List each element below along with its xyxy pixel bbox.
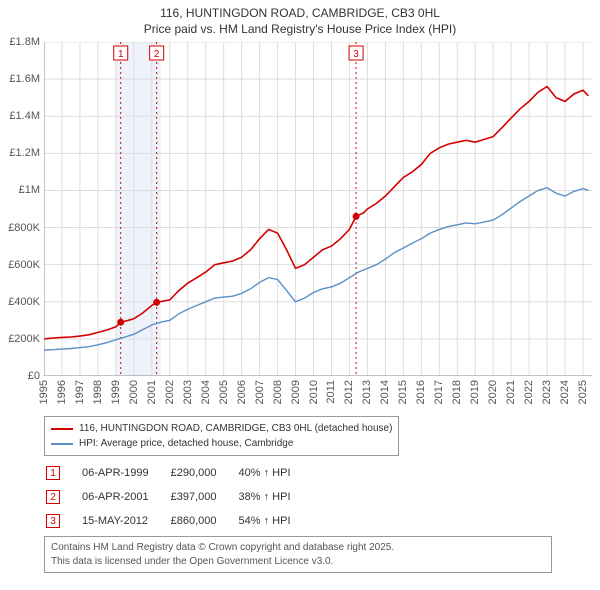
y-tick-label: £400K — [0, 296, 40, 308]
sale-date: 15-MAY-2012 — [82, 510, 169, 532]
sale-price: £397,000 — [171, 486, 237, 508]
y-tick-label: £800K — [0, 222, 40, 234]
legend-swatch-hpi — [51, 443, 73, 445]
x-tick-label: 2013 — [361, 380, 373, 404]
svg-text:3: 3 — [353, 49, 359, 60]
sales-table: 1 06-APR-1999£290,00040% ↑ HPI 2 06-APR-200… — [44, 460, 313, 534]
y-tick-label: £0 — [0, 370, 40, 382]
sale-marker-box: 3 — [46, 514, 60, 528]
x-tick-label: 2024 — [559, 380, 571, 404]
x-tick-label: 2023 — [541, 380, 553, 404]
sale-price: £860,000 — [171, 510, 237, 532]
attribution-box: Contains HM Land Registry data © Crown c… — [44, 536, 552, 573]
sale-delta: 54% ↑ HPI — [239, 510, 311, 532]
x-tick-label: 2002 — [164, 380, 176, 404]
x-tick-label: 2016 — [415, 380, 427, 404]
x-tick-label: 2012 — [343, 380, 355, 404]
x-tick-label: 2003 — [182, 380, 194, 404]
x-tick-label: 1999 — [110, 380, 122, 404]
legend-row-hpi: HPI: Average price, detached house, Camb… — [51, 436, 392, 451]
y-tick-label: £1.4M — [0, 110, 40, 122]
chart-container: 116, HUNTINGDON ROAD, CAMBRIDGE, CB3 0HL… — [0, 0, 600, 590]
attribution-line-2: This data is licensed under the Open Gov… — [51, 555, 545, 569]
y-tick-label: £1.2M — [0, 147, 40, 159]
x-tick-label: 1998 — [92, 380, 104, 404]
x-tick-label: 2001 — [146, 380, 158, 404]
sales-table-row: 2 06-APR-2001£397,00038% ↑ HPI — [46, 486, 311, 508]
x-tick-label: 2019 — [469, 380, 481, 404]
sale-price: £290,000 — [171, 462, 237, 484]
x-tick-label: 2018 — [451, 380, 463, 404]
sales-table-row: 3 15-MAY-2012£860,00054% ↑ HPI — [46, 510, 311, 532]
x-tick-label: 2014 — [379, 380, 391, 404]
x-tick-label: 2005 — [218, 380, 230, 404]
y-tick-label: £1.8M — [0, 36, 40, 48]
title-line-1: 116, HUNTINGDON ROAD, CAMBRIDGE, CB3 0HL — [0, 6, 600, 20]
chart-svg: 1 2 3 — [44, 42, 592, 376]
svg-text:1: 1 — [118, 49, 124, 60]
sale-date: 06-APR-1999 — [82, 462, 169, 484]
sales-table-row: 1 06-APR-1999£290,00040% ↑ HPI — [46, 462, 311, 484]
legend-box: 116, HUNTINGDON ROAD, CAMBRIDGE, CB3 0HL… — [44, 416, 399, 456]
legend-label-hpi: HPI: Average price, detached house, Camb… — [79, 436, 293, 451]
y-tick-label: £200K — [0, 333, 40, 345]
plot-region: 1 2 3 — [44, 42, 592, 376]
y-tick-label: £600K — [0, 259, 40, 271]
x-tick-label: 2010 — [308, 380, 320, 404]
svg-text:2: 2 — [154, 49, 160, 60]
legend-label-price: 116, HUNTINGDON ROAD, CAMBRIDGE, CB3 0HL… — [79, 421, 392, 436]
x-tick-label: 2020 — [487, 380, 499, 404]
x-tick-label: 2006 — [236, 380, 248, 404]
sale-date: 06-APR-2001 — [82, 486, 169, 508]
sale-delta: 38% ↑ HPI — [239, 486, 311, 508]
x-tick-label: 2021 — [505, 380, 517, 404]
x-tick-label: 2000 — [128, 380, 140, 404]
x-tick-label: 1997 — [74, 380, 86, 404]
y-tick-label: £1.6M — [0, 73, 40, 85]
title-line-2: Price paid vs. HM Land Registry's House … — [0, 22, 600, 36]
y-tick-label: £1M — [0, 184, 40, 196]
x-tick-label: 1996 — [56, 380, 68, 404]
x-tick-label: 2004 — [200, 380, 212, 404]
x-tick-label: 2011 — [325, 380, 337, 404]
attribution-line-1: Contains HM Land Registry data © Crown c… — [51, 541, 545, 555]
x-tick-label: 2007 — [254, 380, 266, 404]
legend-swatch-price — [51, 428, 73, 430]
x-tick-label: 1995 — [38, 380, 50, 404]
legend-row-price: 116, HUNTINGDON ROAD, CAMBRIDGE, CB3 0HL… — [51, 421, 392, 436]
chart-titles: 116, HUNTINGDON ROAD, CAMBRIDGE, CB3 0HL… — [0, 0, 600, 36]
x-tick-label: 2009 — [290, 380, 302, 404]
sale-marker-box: 1 — [46, 466, 60, 480]
sale-delta: 40% ↑ HPI — [239, 462, 311, 484]
sale-marker-box: 2 — [46, 490, 60, 504]
x-tick-label: 2025 — [577, 380, 589, 404]
x-tick-label: 2015 — [397, 380, 409, 404]
x-tick-label: 2008 — [272, 380, 284, 404]
x-tick-label: 2017 — [433, 380, 445, 404]
x-tick-label: 2022 — [523, 380, 535, 404]
